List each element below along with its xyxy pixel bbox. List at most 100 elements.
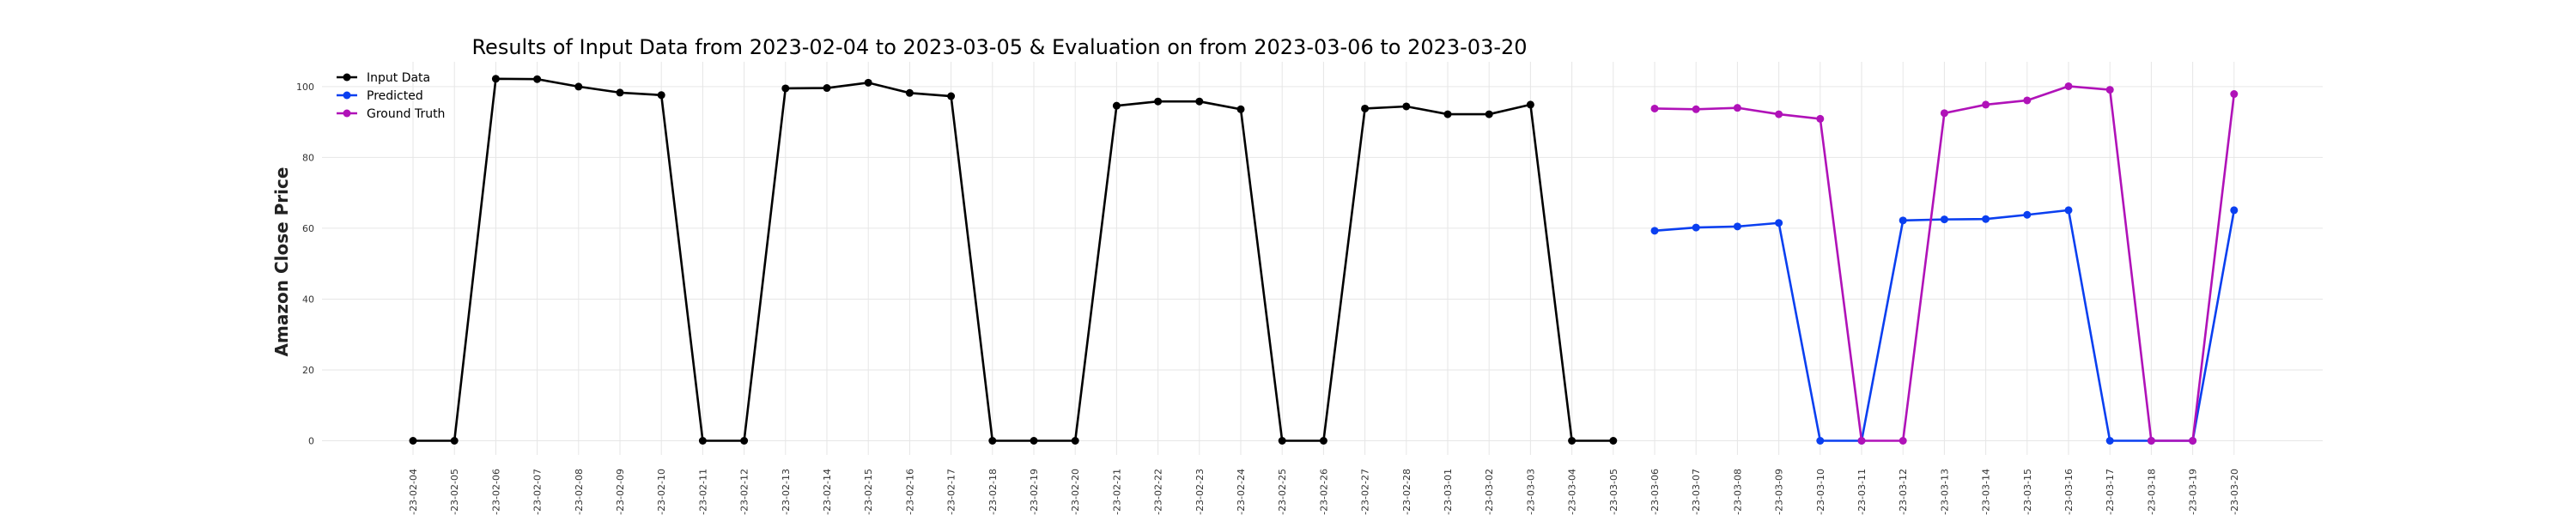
data-point-input-data-2023-02-09 — [616, 88, 624, 97]
x-tick-label: -23-02-08 — [574, 469, 585, 515]
data-point-input-data-2023-02-12 — [740, 436, 749, 445]
legend-entry-ground-truth: Ground Truth — [337, 107, 445, 121]
data-point-input-data-2023-03-01 — [1443, 110, 1452, 118]
x-tick-label: -23-02-07 — [532, 469, 544, 515]
data-point-input-data-2023-02-16 — [905, 88, 914, 97]
data-point-predicted-2023-03-08 — [1733, 222, 1741, 231]
x-tick-label: -23-03-10 — [1815, 469, 1826, 515]
legend-marker-predicted — [343, 91, 351, 100]
data-point-ground-truth-2023-03-14 — [1982, 100, 1990, 109]
data-point-input-data-2023-02-22 — [1154, 97, 1163, 106]
x-tick-label: -23-03-15 — [2022, 469, 2033, 515]
data-point-ground-truth-2023-03-07 — [1692, 105, 1700, 113]
legend-label-ground-truth: Ground Truth — [367, 107, 445, 121]
data-point-input-data-2023-02-21 — [1112, 101, 1121, 110]
x-tick-label: -23-03-19 — [2188, 469, 2199, 515]
x-tick-label: -23-03-16 — [2063, 469, 2075, 515]
y-axis-label: Amazon Close Price — [271, 167, 292, 357]
data-point-input-data-2023-02-04 — [409, 436, 417, 445]
data-point-ground-truth-2023-03-11 — [1857, 436, 1866, 445]
x-tick-label: -23-03-20 — [2229, 469, 2240, 515]
legend-entry-predicted: Predicted — [337, 89, 423, 103]
x-tick-label: -23-02-16 — [904, 469, 915, 515]
x-axis-ticks: -23-02-04 -23-02-05 -23-02-06 -23-02-07 -23-… — [408, 469, 2240, 515]
x-tick-label: -23-02-19 — [1029, 469, 1040, 515]
data-point-input-data-2023-02-07 — [533, 75, 542, 83]
x-tick-label: -23-03-09 — [1774, 469, 1785, 515]
x-tick-label: -23-02-23 — [1194, 469, 1206, 515]
data-point-input-data-2023-02-17 — [947, 92, 956, 100]
series-line-input-data — [413, 77, 1613, 442]
x-tick-label: -23-02-20 — [1070, 469, 1081, 515]
data-point-input-data-2023-03-05 — [1609, 436, 1618, 445]
y-tick-label: 0 — [308, 435, 314, 446]
grid — [322, 62, 2323, 455]
data-point-ground-truth-2023-03-20 — [2230, 90, 2239, 99]
x-tick-label: -23-02-18 — [987, 469, 999, 515]
data-point-input-data-2023-02-11 — [698, 436, 707, 445]
x-tick-label: -23-02-22 — [1153, 469, 1164, 515]
series-ground-truth — [1650, 82, 2239, 445]
series-group — [409, 75, 2239, 445]
y-tick-label: 60 — [302, 223, 314, 234]
data-point-input-data-2023-02-25 — [1278, 436, 1286, 445]
x-tick-label: -23-03-13 — [1939, 469, 1950, 515]
data-point-input-data-2023-03-04 — [1568, 436, 1577, 445]
data-point-predicted-2023-03-10 — [1816, 436, 1825, 445]
data-point-ground-truth-2023-03-08 — [1733, 104, 1741, 112]
x-tick-label: -23-03-12 — [1898, 469, 1909, 515]
data-point-predicted-2023-03-15 — [2023, 210, 2032, 219]
data-point-input-data-2023-02-06 — [491, 75, 500, 83]
x-tick-label: -23-02-09 — [615, 469, 626, 515]
x-tick-label: -23-03-11 — [1856, 469, 1868, 515]
x-tick-label: -23-02-05 — [449, 469, 460, 515]
data-point-input-data-2023-03-03 — [1526, 100, 1534, 109]
x-tick-label: -23-02-14 — [822, 469, 833, 515]
data-point-input-data-2023-02-19 — [1030, 436, 1038, 445]
data-point-predicted-2023-03-12 — [1899, 216, 1907, 225]
data-point-input-data-2023-02-18 — [988, 436, 997, 445]
x-tick-label: -23-03-02 — [1484, 469, 1495, 515]
x-tick-label: -23-03-18 — [2146, 469, 2157, 515]
data-point-predicted-2023-03-16 — [2064, 206, 2073, 215]
data-point-input-data-2023-02-20 — [1071, 436, 1079, 445]
data-point-ground-truth-2023-03-06 — [1650, 104, 1659, 112]
data-point-ground-truth-2023-03-18 — [2147, 436, 2155, 445]
data-point-input-data-2023-02-23 — [1195, 97, 1204, 106]
legend-label-predicted: Predicted — [367, 89, 423, 103]
chart-title: Results of Input Data from 2023-02-04 to… — [471, 35, 1527, 59]
data-point-input-data-2023-02-10 — [657, 91, 665, 100]
x-tick-label: -23-03-05 — [1608, 469, 1619, 515]
series-input-data — [409, 75, 1618, 445]
x-tick-label: -23-02-27 — [1360, 469, 1371, 515]
legend-entry-input-data: Input Data — [337, 71, 430, 85]
legend-marker-ground-truth — [343, 109, 351, 118]
x-tick-label: -23-03-08 — [1732, 469, 1743, 515]
data-point-input-data-2023-02-24 — [1236, 105, 1245, 113]
data-point-input-data-2023-02-28 — [1402, 102, 1411, 111]
x-tick-label: -23-02-26 — [1318, 469, 1329, 515]
x-tick-label: -23-02-04 — [408, 469, 419, 515]
x-tick-label: -23-02-28 — [1401, 469, 1413, 515]
data-point-input-data-2023-02-15 — [864, 78, 872, 87]
y-tick-label: 40 — [302, 294, 314, 305]
legend-marker-input-data — [343, 73, 351, 82]
data-point-ground-truth-2023-03-10 — [1816, 114, 1825, 123]
x-tick-label: -23-02-24 — [1236, 469, 1247, 515]
data-point-ground-truth-2023-03-13 — [1940, 109, 1948, 118]
x-tick-label: -23-02-13 — [781, 469, 792, 515]
x-tick-label: -23-03-07 — [1691, 469, 1702, 515]
x-tick-label: -23-03-14 — [1981, 469, 1992, 515]
x-tick-label: -23-03-04 — [1567, 469, 1578, 515]
data-point-predicted-2023-03-20 — [2230, 206, 2239, 215]
x-tick-label: -23-03-03 — [1525, 469, 1536, 515]
x-tick-label: -23-02-25 — [1277, 469, 1288, 515]
data-point-input-data-2023-02-05 — [450, 436, 459, 445]
data-point-predicted-2023-03-14 — [1982, 215, 1990, 223]
data-point-ground-truth-2023-03-15 — [2023, 96, 2032, 105]
data-point-ground-truth-2023-03-16 — [2064, 82, 2073, 90]
x-tick-label: -23-02-21 — [1111, 469, 1122, 515]
x-tick-label: -23-03-17 — [2105, 469, 2116, 515]
data-point-predicted-2023-03-17 — [2105, 436, 2114, 445]
